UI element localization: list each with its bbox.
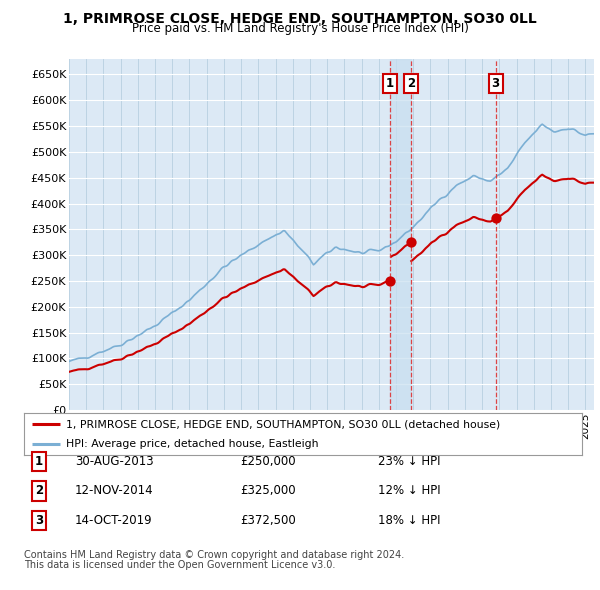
Point [491,213,500,222]
Bar [390,59,411,410]
Text: 12% ↓ HPI: 12% ↓ HPI [378,484,440,497]
Text: 2: 2 [407,77,415,90]
Text: HPI: Average price, detached house, Eastleigh: HPI: Average price, detached house, East… [66,439,319,449]
Text: 23% ↓ HPI: 23% ↓ HPI [378,455,440,468]
Text: 1, PRIMROSE CLOSE, HEDGE END, SOUTHAMPTON, SO30 0LL: 1, PRIMROSE CLOSE, HEDGE END, SOUTHAMPTO… [63,12,537,26]
Text: Price paid vs. HM Land Registry's House Price Index (HPI): Price paid vs. HM Land Registry's House … [131,22,469,35]
Text: This data is licensed under the Open Government Licence v3.0.: This data is licensed under the Open Gov… [24,560,335,570]
Text: 30-AUG-2013: 30-AUG-2013 [75,455,154,468]
Text: Contains HM Land Registry data © Crown copyright and database right 2024.: Contains HM Land Registry data © Crown c… [24,550,404,560]
Text: 1: 1 [386,77,394,90]
Text: 2: 2 [35,484,43,497]
Text: 3: 3 [491,77,500,90]
Text: £372,500: £372,500 [240,514,296,527]
Point [385,276,395,286]
Point [406,238,416,247]
Text: £250,000: £250,000 [240,455,296,468]
Text: £325,000: £325,000 [240,484,296,497]
Text: 14-OCT-2019: 14-OCT-2019 [75,514,152,527]
Text: 1, PRIMROSE CLOSE, HEDGE END, SOUTHAMPTON, SO30 0LL (detached house): 1, PRIMROSE CLOSE, HEDGE END, SOUTHAMPTO… [66,419,500,430]
Text: 12-NOV-2014: 12-NOV-2014 [75,484,154,497]
Text: 3: 3 [35,514,43,527]
Text: 1: 1 [35,455,43,468]
Text: 18% ↓ HPI: 18% ↓ HPI [378,514,440,527]
